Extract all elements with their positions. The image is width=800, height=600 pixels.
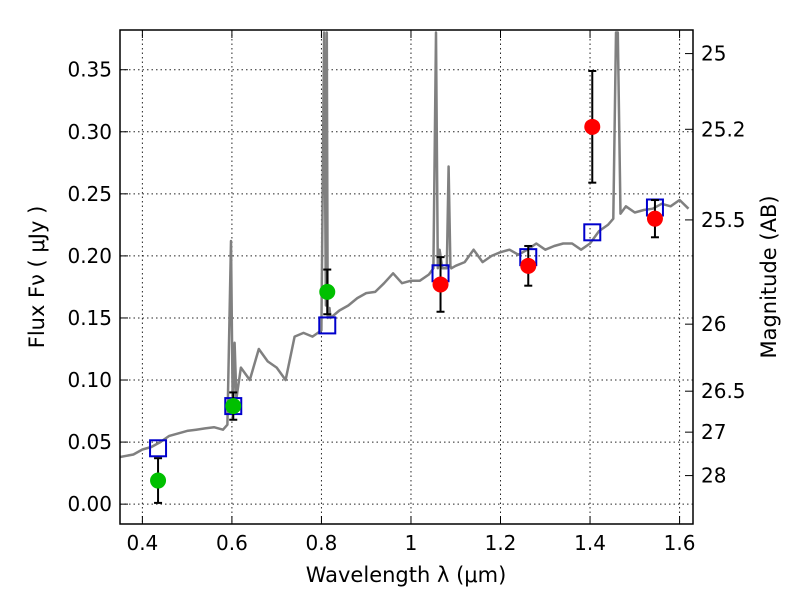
y2-tick-label: 26.5 [701, 379, 746, 403]
y2-tick-label: 26 [701, 312, 726, 336]
y2-tick-label: 25.5 [701, 208, 746, 232]
red-data-point [520, 257, 537, 274]
red-data-point [584, 118, 601, 135]
x-tick-label: 1.2 [485, 531, 517, 555]
x-tick-label: 0.8 [306, 531, 338, 555]
model-photometry-square [149, 439, 168, 458]
y-tick-label: 0.30 [67, 120, 112, 144]
y-axis-title: Flux Fν ( μJy ) [25, 206, 49, 349]
x-tick-label: 1 [405, 531, 418, 555]
y-tick-label: 0.10 [67, 368, 112, 392]
model-photometry-square [583, 223, 602, 242]
y2-axis-title: Magnitude (AB) [757, 195, 781, 358]
y2-tick-label: 27 [701, 420, 726, 444]
y-tick-label: 0.00 [67, 492, 112, 516]
y-tick-label: 0.15 [67, 306, 112, 330]
plot-frame [119, 29, 694, 525]
x-tick-label: 1.6 [664, 531, 696, 555]
y-tick-label: 0.35 [67, 58, 112, 82]
x-tick-label: 1.4 [574, 531, 606, 555]
green-data-point [319, 283, 336, 300]
x-axis-title: Wavelength λ (μm) [306, 563, 507, 587]
x-tick-label: 0.6 [216, 531, 248, 555]
x-tick-label: 0.4 [126, 531, 158, 555]
y-tick-label: 0.05 [67, 430, 112, 454]
plot-area [120, 31, 690, 504]
y2-tick-label: 25 [701, 42, 726, 66]
ticks: 0.4 0.6 0.8 1 1.2 1.4 1.6 0.00 0.05 0.10 0.15 0.20 0… [67, 30, 746, 555]
model-photometry-square [318, 316, 337, 335]
green-data-point [225, 398, 242, 415]
green-data-point [150, 472, 167, 489]
y2-tick-label: 28 [701, 464, 726, 488]
y2-tick-label: 25.2 [701, 117, 746, 141]
y-tick-label: 0.20 [67, 244, 112, 268]
red-data-point [646, 210, 663, 227]
y-tick-label: 0.25 [67, 182, 112, 206]
red-data-point [432, 276, 449, 293]
